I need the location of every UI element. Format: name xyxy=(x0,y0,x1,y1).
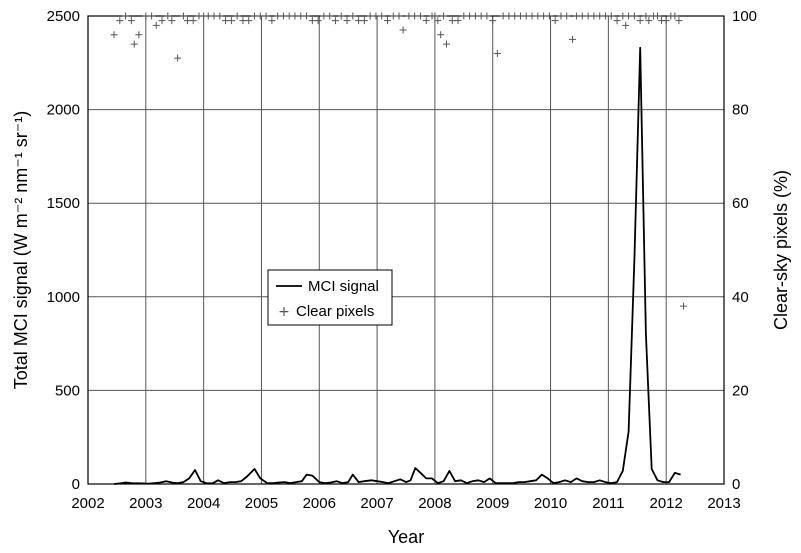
clear-pixel-marker xyxy=(343,17,351,25)
clear-pixel-marker xyxy=(216,12,224,20)
y-left-tick-label: 1500 xyxy=(47,195,80,212)
clear-pixel-marker xyxy=(437,31,445,39)
clear-pixel-marker xyxy=(383,17,391,25)
clear-pixel-marker xyxy=(233,12,241,20)
clear-pixel-marker xyxy=(189,17,197,25)
clear-pixel-marker xyxy=(152,21,160,29)
clear-pixel-marker xyxy=(262,12,270,20)
y-left-tick-label: 2000 xyxy=(47,102,80,119)
clear-pixel-marker xyxy=(613,17,621,25)
clear-pixel-marker xyxy=(642,12,650,20)
y-left-axis-title: Total MCI signal (W m⁻² nm⁻¹ sr⁻¹) xyxy=(11,111,31,390)
clear-pixel-marker xyxy=(135,31,143,39)
clear-pixel-marker xyxy=(416,12,424,20)
clear-pixel-marker xyxy=(164,12,172,20)
y-right-tick-label: 0 xyxy=(732,476,740,493)
clear-pixels-series xyxy=(110,12,688,310)
legend-mci-label: MCI signal xyxy=(308,278,379,295)
clear-pixel-marker xyxy=(399,26,407,34)
clear-pixel-marker xyxy=(442,40,450,48)
clear-pixel-marker xyxy=(645,17,653,25)
clear-pixel-marker xyxy=(227,17,235,25)
clear-pixel-marker xyxy=(654,12,662,20)
y-right-axis-title: Clear-sky pixels (%) xyxy=(771,170,791,330)
clear-pixel-marker xyxy=(483,12,491,20)
clear-pixel-marker xyxy=(551,17,559,25)
clear-pixel-marker xyxy=(179,12,187,20)
clear-pixel-marker xyxy=(675,17,683,25)
clear-pixel-marker xyxy=(493,49,501,57)
clear-pixel-marker xyxy=(607,12,615,20)
clear-pixel-marker xyxy=(148,12,156,20)
clear-pixel-marker xyxy=(489,17,497,25)
clear-pixel-marker xyxy=(168,17,176,25)
x-tick-label: 2007 xyxy=(360,495,393,512)
x-tick-label: 2006 xyxy=(303,495,336,512)
x-tick-label: 2008 xyxy=(418,495,451,512)
y-right-tick-label: 60 xyxy=(732,195,749,212)
x-tick-label: 2004 xyxy=(187,495,220,512)
clear-pixel-marker xyxy=(122,12,130,20)
clear-pixel-marker xyxy=(337,12,345,20)
clear-pixel-marker xyxy=(130,40,138,48)
y-right-tick-label: 100 xyxy=(732,8,757,25)
clear-pixel-marker xyxy=(630,12,638,20)
clear-pixel-marker xyxy=(671,12,679,20)
y-right-tick-label: 80 xyxy=(732,102,749,119)
clear-pixel-marker xyxy=(268,17,276,25)
clear-pixel-marker xyxy=(622,21,630,29)
clear-pixel-marker xyxy=(440,12,448,20)
clear-pixel-marker xyxy=(569,35,577,43)
x-axis-title: Year xyxy=(388,527,424,547)
clear-pixel-marker xyxy=(431,12,439,20)
clear-pixel-marker xyxy=(454,17,462,25)
x-tick-label: 2012 xyxy=(649,495,682,512)
clear-pixel-marker xyxy=(116,17,124,25)
y-left-tick-label: 0 xyxy=(72,476,80,493)
clear-pixel-marker xyxy=(545,12,553,20)
legend-clear-label: Clear pixels xyxy=(296,303,374,320)
clear-pixel-marker xyxy=(662,17,670,25)
x-tick-label: 2003 xyxy=(129,495,162,512)
x-tick-label: 2010 xyxy=(534,495,567,512)
clear-pixel-marker xyxy=(360,17,368,25)
legend-box xyxy=(267,269,393,326)
clear-pixel-marker xyxy=(636,17,644,25)
clear-pixel-marker xyxy=(395,12,403,20)
clear-pixel-marker xyxy=(314,17,322,25)
y-right-tick-label: 40 xyxy=(732,289,749,306)
y-left-tick-label: 1000 xyxy=(47,289,80,306)
clear-pixel-marker xyxy=(326,12,334,20)
x-tick-label: 2002 xyxy=(71,495,104,512)
clear-pixel-marker xyxy=(349,12,357,20)
clear-pixel-marker xyxy=(127,17,135,25)
legend-clear-marker: + xyxy=(278,304,290,320)
y-left-tick-label: 500 xyxy=(55,382,80,399)
y-right-tick-labels: 0 20 40 60 80 100 xyxy=(732,8,757,493)
x-tick-label: 2013 xyxy=(707,495,740,512)
clear-pixel-marker xyxy=(378,12,386,20)
x-tick-label: 2011 xyxy=(592,495,624,512)
x-tick-label: 2009 xyxy=(476,495,509,512)
clear-pixel-marker xyxy=(563,12,571,20)
y-left-tick-labels: 0 500 1000 1500 2000 2500 xyxy=(47,8,80,493)
y-right-tick-label: 20 xyxy=(732,382,749,399)
clear-pixel-marker xyxy=(245,17,253,25)
clear-pixel-marker xyxy=(680,302,688,310)
mci-signal-line xyxy=(113,46,681,485)
x-tick-labels: 2002 2003 2004 2005 2006 2007 2008 2009 2010 2011… xyxy=(71,495,740,512)
x-tick-label: 2005 xyxy=(245,495,278,512)
clear-pixel-marker xyxy=(174,54,182,62)
clear-pixel-marker xyxy=(158,17,166,25)
clear-pixel-marker xyxy=(303,12,311,20)
clear-pixel-marker xyxy=(110,31,118,39)
mci-signal-series xyxy=(113,46,681,485)
clear-pixel-marker xyxy=(331,17,339,25)
y-left-tick-label: 2500 xyxy=(47,8,80,25)
clear-pixel-marker xyxy=(422,17,430,25)
clear-pixel-marker xyxy=(434,17,442,25)
legend: MCI signal + Clear pixels xyxy=(267,269,393,326)
